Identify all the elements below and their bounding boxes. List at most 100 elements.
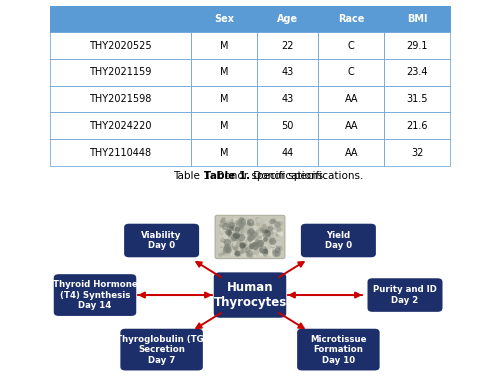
- FancyBboxPatch shape: [384, 113, 450, 139]
- Point: [263, 225, 271, 231]
- Point: [274, 245, 282, 251]
- Point: [252, 238, 260, 244]
- Point: [235, 242, 243, 248]
- Point: [219, 228, 227, 234]
- Point: [240, 241, 248, 247]
- Text: 32: 32: [411, 147, 423, 157]
- Point: [239, 240, 247, 246]
- Point: [248, 238, 256, 244]
- Point: [260, 243, 268, 249]
- Point: [250, 232, 258, 238]
- Point: [276, 251, 283, 257]
- Point: [228, 225, 235, 231]
- Point: [218, 221, 226, 227]
- Point: [240, 232, 248, 238]
- Point: [247, 228, 255, 234]
- Text: 22: 22: [282, 41, 294, 51]
- Point: [228, 250, 236, 256]
- Point: [262, 228, 270, 235]
- Text: Sex: Sex: [214, 14, 234, 24]
- Point: [216, 226, 224, 232]
- Text: THY2020525: THY2020525: [90, 41, 152, 51]
- Point: [230, 250, 238, 256]
- FancyBboxPatch shape: [257, 86, 318, 113]
- Point: [246, 243, 254, 249]
- Point: [222, 227, 230, 233]
- Point: [226, 227, 234, 233]
- Point: [232, 233, 240, 239]
- Text: BMI: BMI: [407, 14, 428, 24]
- Point: [264, 248, 272, 254]
- Text: AA: AA: [344, 94, 358, 104]
- Point: [258, 221, 266, 227]
- Point: [238, 240, 246, 246]
- Point: [248, 239, 256, 245]
- Point: [274, 245, 282, 251]
- Point: [228, 242, 235, 248]
- Point: [236, 243, 244, 249]
- Text: Human
Thyrocytes: Human Thyrocytes: [214, 281, 286, 309]
- Point: [216, 247, 224, 253]
- Point: [257, 247, 265, 253]
- Point: [230, 247, 238, 253]
- Point: [264, 227, 272, 233]
- Point: [239, 247, 247, 253]
- Point: [228, 218, 235, 225]
- Point: [248, 218, 256, 224]
- Point: [274, 235, 282, 241]
- Point: [247, 252, 255, 258]
- Point: [234, 247, 242, 253]
- Point: [226, 244, 234, 250]
- Point: [270, 227, 278, 233]
- Point: [234, 219, 241, 225]
- Point: [217, 218, 225, 224]
- Point: [262, 243, 270, 249]
- FancyBboxPatch shape: [191, 113, 257, 139]
- Point: [260, 249, 268, 255]
- Point: [272, 243, 280, 249]
- Point: [270, 248, 278, 254]
- Point: [252, 231, 260, 237]
- Point: [263, 220, 271, 227]
- Point: [218, 249, 226, 255]
- Point: [265, 246, 273, 252]
- Point: [264, 246, 272, 252]
- Point: [258, 229, 266, 235]
- Point: [246, 243, 254, 250]
- Point: [236, 228, 244, 234]
- Point: [232, 250, 239, 256]
- Point: [245, 240, 253, 246]
- Point: [221, 223, 229, 230]
- Point: [225, 237, 233, 243]
- Point: [240, 233, 248, 240]
- Point: [228, 227, 236, 233]
- Point: [258, 223, 266, 229]
- Point: [221, 233, 229, 240]
- Point: [233, 226, 241, 232]
- Point: [230, 225, 237, 231]
- Text: M: M: [220, 94, 228, 104]
- Point: [265, 234, 273, 240]
- Point: [239, 231, 247, 237]
- Point: [231, 226, 239, 232]
- Point: [224, 245, 232, 252]
- Point: [270, 248, 278, 254]
- Text: M: M: [220, 41, 228, 51]
- FancyBboxPatch shape: [384, 32, 450, 59]
- Point: [228, 223, 236, 229]
- Text: Thyroglobulin (TG)
Secretion
Day 7: Thyroglobulin (TG) Secretion Day 7: [116, 335, 208, 364]
- Point: [232, 232, 240, 238]
- Point: [246, 243, 254, 249]
- Point: [230, 224, 238, 230]
- Point: [228, 235, 235, 241]
- Point: [233, 250, 241, 256]
- Point: [232, 244, 239, 250]
- Point: [236, 245, 244, 251]
- Point: [218, 238, 226, 244]
- Point: [270, 249, 278, 255]
- Point: [227, 241, 235, 247]
- Point: [254, 238, 262, 244]
- Point: [272, 238, 280, 245]
- Point: [228, 238, 236, 245]
- Text: Donor ID: Donor ID: [0, 383, 1, 384]
